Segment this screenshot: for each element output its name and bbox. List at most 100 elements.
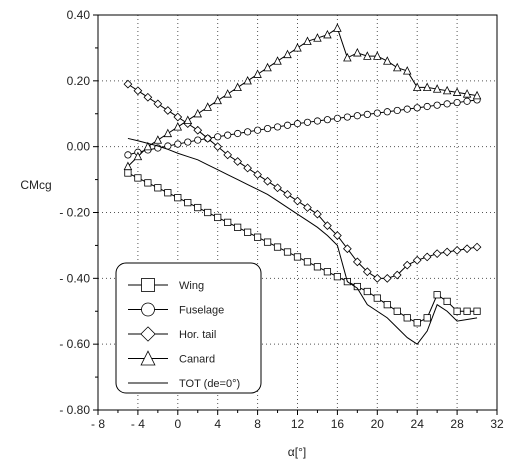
data-point-wing [473,307,481,315]
y-tick-label: - 0.80 [59,403,90,417]
data-point-wing [204,208,212,217]
data-point-fuselage [443,100,451,108]
data-point-hor-tail [333,231,342,240]
legend-marker-triangle [140,350,156,366]
data-point-fuselage [254,126,262,134]
data-point-hor-tail [452,245,462,255]
data-point-fuselage [224,131,232,139]
data-point-canard [452,87,462,96]
legend-label: Hor. tail [179,329,216,341]
data-point-fuselage [184,138,192,146]
legend-marker-square [141,278,155,292]
data-point-hor-tail [273,183,282,193]
data-point-hor-tail [223,150,233,160]
data-point-wing [313,263,322,271]
data-point-wing [234,223,242,231]
data-point-canard [293,43,302,52]
data-point-canard [373,51,382,60]
data-point-hor-tail [352,257,362,267]
x-tick-label: 24 [411,417,425,431]
data-point-canard [432,84,442,93]
legend-label: Wing [179,280,204,292]
legend-marker-diamond [140,326,156,342]
data-point-wing [303,258,312,266]
series-canard [123,23,482,171]
data-point-canard [442,85,452,95]
data-point-hor-tail [293,196,302,206]
x-tick-label: 12 [291,417,305,431]
data-point-wing [214,213,222,222]
data-point-hor-tail [343,244,352,254]
legend-marker-circle [141,302,155,317]
data-point-canard [323,29,332,39]
data-point-hor-tail [193,125,203,135]
y-tick-label: - 0.60 [59,337,90,351]
data-point-wing [184,199,192,207]
y-tick-label: 0.20 [67,74,91,88]
legend-item-hor-tail: Hor. tail [128,326,216,342]
series-line-tot-de-0 [127,137,478,345]
data-point-wing [373,294,381,302]
data-point-fuselage [234,129,242,138]
data-point-wing [164,189,172,197]
data-point-fuselage [413,104,421,112]
data-point-fuselage [373,109,381,117]
data-point-wing [194,203,202,212]
x-axis-label: α[°] [288,445,306,459]
data-point-canard [233,82,242,92]
data-point-canard [263,62,272,72]
data-point-wing [124,169,132,177]
data-point-canard [472,90,482,100]
x-tick-label: 20 [371,417,385,431]
data-point-hor-tail [283,190,292,199]
data-point-hor-tail [402,260,412,270]
data-point-fuselage [283,121,292,129]
data-point-fuselage [423,102,431,111]
data-point-canard [343,52,352,62]
data-point-hor-tail [313,209,322,219]
data-point-hor-tail [323,221,332,231]
data-point-fuselage [273,123,282,131]
data-point-wing [423,314,431,322]
legend: Wing Fuselage Hor. tail Canard TOT (de=0°) [115,262,262,394]
data-point-hor-tail [472,242,482,252]
y-axis: - 0.80 - 0.60 - 0.40 - 0.20 0.00 0.20 0.40 [59,8,98,417]
data-point-hor-tail [173,112,183,122]
data-point-canard [173,122,183,131]
data-point-canard [462,89,472,98]
data-point-wing [134,174,142,182]
data-point-hor-tail [133,86,143,96]
data-point-fuselage [463,97,471,105]
data-point-canard [153,135,163,144]
data-point-fuselage [433,101,441,109]
data-point-canard [133,151,143,161]
x-tick-label: 8 [254,417,261,431]
data-point-hor-tail [163,106,173,115]
data-point-wing [273,243,282,251]
data-point-canard [163,128,173,138]
series-tot-de-0 [127,137,478,345]
y-tick-label: - 0.40 [59,271,90,285]
data-point-hor-tail [233,157,243,166]
data-point-canard [243,75,252,85]
data-point-fuselage [343,113,351,121]
data-point-fuselage [214,133,222,141]
data-point-canard [393,62,402,72]
data-point-wing [453,307,461,315]
legend-item-wing: Wing [128,278,204,292]
y-tick-label: 0.40 [67,8,91,22]
data-point-hor-tail [462,244,472,254]
data-point-fuselage [333,114,341,122]
data-point-hor-tail [362,267,372,277]
data-point-wing [463,307,471,315]
data-point-hor-tail [372,273,382,283]
data-point-fuselage [303,118,312,126]
x-axis: - 8 - 4 0 4 8 12 16 20 24 28 32 [91,410,504,431]
data-point-wing [443,297,451,305]
data-point-wing [333,273,342,281]
data-point-fuselage [244,128,252,136]
data-point-wing [224,218,232,226]
y-axis-label: CMcg [20,178,51,192]
data-point-canard [402,66,412,75]
